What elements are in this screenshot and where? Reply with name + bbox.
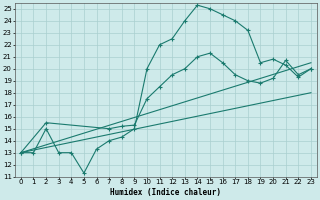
X-axis label: Humidex (Indice chaleur): Humidex (Indice chaleur) [110,188,221,197]
